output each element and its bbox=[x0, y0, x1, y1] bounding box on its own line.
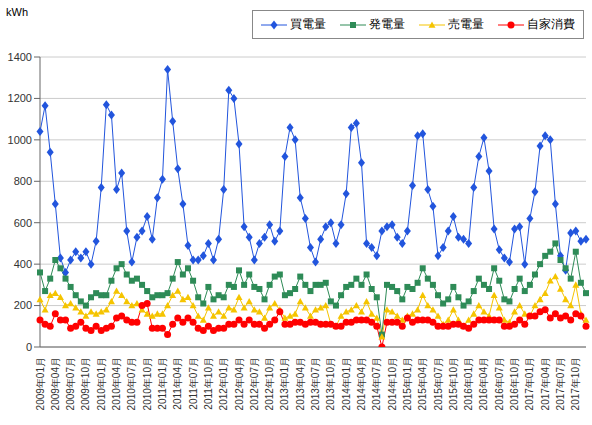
svg-text:2016年07月: 2016年07月 bbox=[494, 357, 505, 410]
svg-text:2017年10月: 2017年10月 bbox=[570, 357, 581, 410]
svg-text:2011年10月: 2011年10月 bbox=[203, 357, 214, 410]
svg-text:2014年10月: 2014年10月 bbox=[387, 357, 398, 410]
svg-text:1400: 1400 bbox=[8, 51, 32, 63]
svg-text:2013年10月: 2013年10月 bbox=[325, 357, 336, 410]
html-text:売電量: 売電量 bbox=[448, 17, 484, 31]
svg-text:2009年07月: 2009年07月 bbox=[65, 357, 76, 410]
svg-text:2015年07月: 2015年07月 bbox=[433, 357, 444, 410]
svg-text:2015年01月: 2015年01月 bbox=[402, 357, 413, 410]
svg-text:400: 400 bbox=[14, 258, 32, 270]
svg-text:2014年04月: 2014年04月 bbox=[356, 357, 367, 410]
svg-text:2013年04月: 2013年04月 bbox=[295, 357, 306, 410]
svg-text:2013年01月: 2013年01月 bbox=[279, 357, 290, 410]
svg-text:2015年04月: 2015年04月 bbox=[417, 357, 428, 410]
svg-text:2010年10月: 2010年10月 bbox=[142, 357, 153, 410]
svg-text:2016年04月: 2016年04月 bbox=[478, 357, 489, 410]
svg-text:2011年07月: 2011年07月 bbox=[188, 357, 199, 410]
svg-text:2009年04月: 2009年04月 bbox=[50, 357, 61, 410]
svg-text:2017年07月: 2017年07月 bbox=[555, 357, 566, 410]
svg-text:2012年01月: 2012年01月 bbox=[218, 357, 229, 410]
html-text:自家消費: 自家消費 bbox=[527, 17, 575, 31]
svg-text:2017年01月: 2017年01月 bbox=[524, 357, 535, 410]
svg-text:2011年04月: 2011年04月 bbox=[172, 357, 183, 410]
svg-text:200: 200 bbox=[14, 299, 32, 311]
svg-text:2017年04月: 2017年04月 bbox=[540, 357, 551, 410]
svg-text:2009年01月: 2009年01月 bbox=[35, 357, 46, 410]
svg-text:2014年07月: 2014年07月 bbox=[371, 357, 382, 410]
html-text:買電量: 買電量 bbox=[290, 17, 326, 31]
svg-text:2012年10月: 2012年10月 bbox=[264, 357, 275, 410]
svg-text:2011年01月: 2011年01月 bbox=[157, 357, 168, 410]
svg-text:2015年10月: 2015年10月 bbox=[448, 357, 459, 410]
svg-text:2010年04月: 2010年04月 bbox=[111, 357, 122, 410]
svg-text:2013年07月: 2013年07月 bbox=[310, 357, 321, 410]
svg-text:2016年01月: 2016年01月 bbox=[463, 357, 474, 410]
svg-text:2012年04月: 2012年04月 bbox=[234, 357, 245, 410]
svg-text:2016年10月: 2016年10月 bbox=[509, 357, 520, 410]
svg-text:2010年07月: 2010年07月 bbox=[126, 357, 137, 410]
svg-text:0: 0 bbox=[26, 341, 32, 353]
svg-text:2010年01月: 2010年01月 bbox=[96, 357, 107, 410]
svg-text:2014年01月: 2014年01月 bbox=[341, 357, 352, 410]
svg-text:2009年10月: 2009年10月 bbox=[80, 357, 91, 410]
html-text:発電量: 発電量 bbox=[369, 17, 405, 31]
svg-text:800: 800 bbox=[14, 175, 32, 187]
html-text:kWh: kWh bbox=[6, 6, 28, 18]
svg-text:2012年07月: 2012年07月 bbox=[249, 357, 260, 410]
svg-text:1000: 1000 bbox=[8, 134, 32, 146]
svg-text:1200: 1200 bbox=[8, 92, 32, 104]
svg-text:600: 600 bbox=[14, 217, 32, 229]
